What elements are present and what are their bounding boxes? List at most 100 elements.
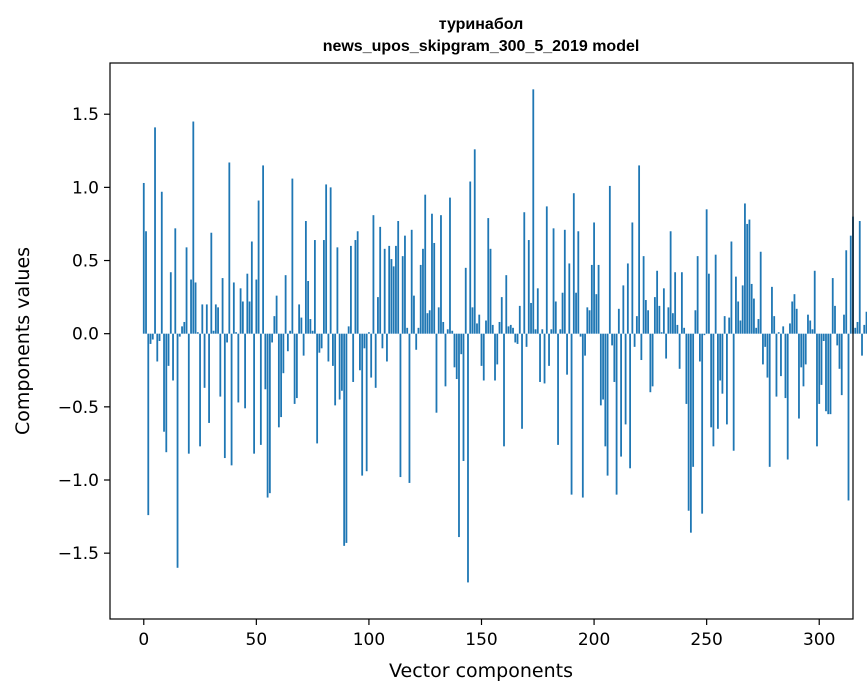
bar	[737, 301, 740, 334]
bar	[516, 333, 519, 344]
bar	[379, 226, 382, 334]
bar	[487, 218, 490, 334]
y-tick-label: −1.5	[58, 544, 99, 564]
bar	[671, 313, 674, 334]
y-tick-label: 1.0	[72, 178, 99, 198]
bar	[309, 319, 312, 334]
bar	[710, 333, 713, 428]
x-tick-label: 150	[465, 630, 497, 650]
bar	[509, 324, 512, 334]
bar	[615, 333, 618, 495]
y-tick-label: 0.0	[72, 325, 99, 345]
bar	[239, 288, 242, 334]
y-tick-label: −0.5	[58, 398, 99, 418]
bar	[644, 300, 647, 334]
bar	[721, 333, 724, 394]
bars-group	[142, 89, 867, 583]
bar	[807, 314, 809, 334]
bar	[372, 215, 375, 334]
bar	[766, 333, 769, 378]
bar	[865, 311, 867, 334]
bar	[847, 333, 850, 501]
bar	[352, 333, 355, 382]
bar	[217, 307, 219, 334]
bar	[199, 333, 201, 447]
bar	[266, 333, 269, 498]
bar	[804, 333, 807, 365]
bar	[413, 295, 415, 334]
bar	[264, 333, 267, 390]
bar	[507, 326, 510, 334]
bar	[147, 333, 150, 516]
bar	[262, 165, 264, 334]
bar	[318, 333, 321, 353]
bar	[192, 121, 195, 334]
bar	[214, 304, 217, 334]
bar	[223, 333, 226, 459]
bar	[604, 333, 607, 447]
bar	[791, 301, 794, 334]
bar	[840, 333, 843, 396]
bar	[467, 333, 469, 583]
bar	[500, 297, 503, 334]
bar	[822, 333, 825, 341]
bar	[606, 333, 609, 476]
bar	[151, 333, 154, 340]
bar	[777, 332, 780, 334]
bar	[442, 321, 445, 334]
bar	[640, 333, 643, 361]
bar	[291, 178, 294, 334]
bar	[759, 251, 762, 334]
bar	[471, 307, 474, 334]
bar	[570, 333, 573, 495]
bar	[669, 231, 672, 334]
bar	[593, 222, 595, 334]
bar	[541, 329, 544, 334]
bar	[548, 333, 550, 366]
bar	[298, 304, 301, 334]
bar	[419, 264, 422, 334]
bar	[568, 263, 571, 334]
bar	[575, 292, 577, 334]
bar	[590, 264, 593, 334]
bar	[392, 266, 395, 334]
bar	[424, 194, 427, 334]
bar	[802, 333, 805, 387]
bar	[345, 333, 348, 543]
bar	[701, 333, 704, 514]
bar	[557, 333, 559, 445]
bar	[584, 333, 586, 356]
bar	[165, 333, 168, 453]
bar	[183, 321, 186, 334]
bar	[359, 333, 361, 371]
bar	[219, 333, 222, 397]
bar	[849, 235, 852, 334]
bar	[755, 327, 758, 334]
bar	[748, 219, 751, 334]
x-tick-label: 100	[353, 630, 385, 650]
bar	[142, 182, 145, 334]
bar	[834, 305, 836, 334]
bar	[732, 333, 735, 451]
bar	[545, 206, 548, 334]
bar	[273, 316, 276, 334]
bar	[550, 329, 553, 334]
bar	[167, 333, 170, 366]
bar	[744, 203, 746, 334]
bar	[478, 314, 481, 334]
bar	[521, 333, 523, 429]
bar	[620, 333, 622, 457]
bar	[322, 240, 325, 334]
bar	[255, 279, 258, 334]
bar	[460, 333, 463, 355]
bar	[244, 333, 246, 409]
bar	[820, 333, 823, 385]
bar	[651, 333, 654, 387]
bar	[386, 333, 388, 362]
bar	[539, 333, 541, 382]
bar	[678, 333, 681, 369]
bar	[687, 333, 690, 511]
bar	[746, 223, 749, 334]
bar	[730, 241, 733, 334]
bar	[350, 245, 352, 334]
